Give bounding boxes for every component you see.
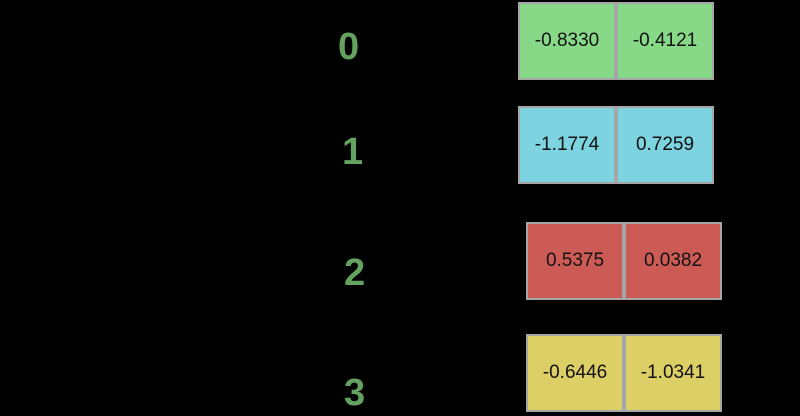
vector-cell: -1.0341	[626, 336, 720, 410]
row-index-2: 2	[344, 252, 366, 294]
row-index-1: 1	[342, 131, 364, 173]
vector-cell: -1.1774	[520, 108, 614, 182]
vector-cell: -0.6446	[528, 336, 622, 410]
vector-row-1: -1.1774 0.7259	[518, 106, 714, 184]
vector-cell: 0.5375	[528, 224, 622, 298]
vector-row-3: -0.6446 -1.0341	[526, 334, 722, 412]
vector-row-0: -0.8330 -0.4121	[518, 2, 714, 80]
row-index-0: 0	[338, 26, 360, 68]
vector-row-2: 0.5375 0.0382	[526, 222, 722, 300]
vector-cell: -0.8330	[520, 4, 614, 78]
vector-cell: 0.0382	[626, 224, 720, 298]
vector-cell: 0.7259	[618, 108, 712, 182]
row-index-3: 3	[344, 372, 366, 414]
vector-cell: -0.4121	[618, 4, 712, 78]
